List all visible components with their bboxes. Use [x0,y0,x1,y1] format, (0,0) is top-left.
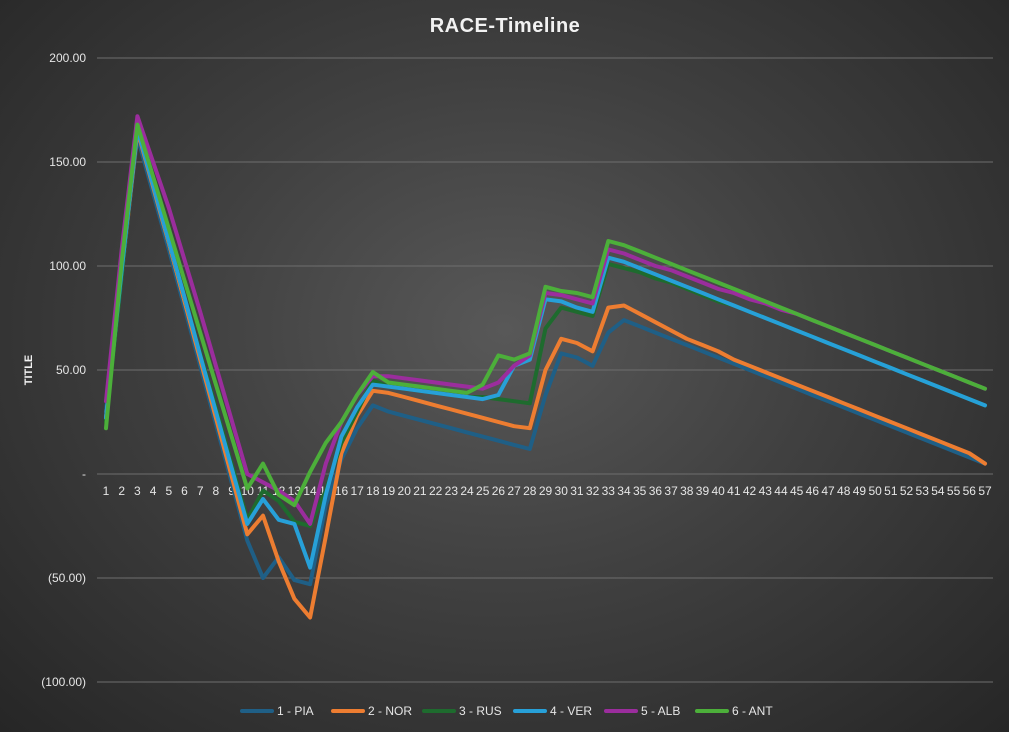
x-tick-label: 56 [963,484,977,498]
x-tick-label: 2 [118,484,125,498]
x-tick-label: 26 [492,484,506,498]
series-line-3 [104,122,987,528]
x-tick-label: 17 [350,484,364,498]
x-tick-label: 51 [884,484,898,498]
y-axis-ticks: 200.00 150.00 100.00 50.00 - (50.00) (100.00) [41,51,86,689]
x-tick-label: 36 [649,484,663,498]
x-tick-label: 37 [664,484,678,498]
y-tick-label: (100.00) [41,675,86,689]
x-tick-label: 27 [507,484,521,498]
x-tick-label: 44 [774,484,788,498]
x-tick-label: 46 [806,484,820,498]
x-tick-label: 33 [602,484,616,498]
x-tick-label: 29 [539,484,553,498]
x-tick-label: 30 [555,484,569,498]
y-tick-label: 150.00 [49,155,86,169]
x-tick-label: 10 [241,484,255,498]
x-tick-label: 18 [366,484,380,498]
legend-label: 4 - VER [550,704,592,718]
legend-label: 5 - ALB [641,704,680,718]
series-line-6 [104,122,987,508]
x-tick-label: 1 [103,484,110,498]
x-tick-label: 50 [868,484,882,498]
x-tick-label: 20 [398,484,412,498]
x-tick-label: 35 [633,484,647,498]
y-tick-label: 100.00 [49,259,86,273]
x-tick-label: 57 [978,484,992,498]
series-line-2 [104,128,987,620]
x-tick-label: 22 [429,484,443,498]
x-tick-label: 24 [460,484,474,498]
x-tick-label: 8 [213,484,220,498]
x-tick-label: 3 [134,484,141,498]
x-tick-label: 39 [696,484,710,498]
x-tick-label: 48 [837,484,851,498]
x-tick-label: 53 [916,484,930,498]
x-tick-label: 9 [228,484,235,498]
x-tick-label: 38 [680,484,694,498]
legend-label: 2 - NOR [368,704,412,718]
y-tick-label: - [82,467,86,481]
x-tick-label: 7 [197,484,204,498]
x-tick-label: 25 [476,484,490,498]
y-tick-label: (50.00) [48,571,86,585]
legend-label: 6 - ANT [732,704,773,718]
x-tick-label: 55 [947,484,961,498]
y-axis-label: TITLE [23,355,35,386]
series-lines [104,114,987,620]
series-line-1 [104,135,987,587]
x-tick-label: 47 [821,484,835,498]
x-tick-label: 31 [570,484,584,498]
x-tick-label: 40 [711,484,725,498]
x-tick-label: 45 [790,484,804,498]
legend-label: 1 - PIA [277,704,314,718]
x-tick-label: 16 [335,484,349,498]
x-tick-label: 14 [303,484,317,498]
x-tick-label: 28 [523,484,537,498]
x-tick-label: 42 [743,484,757,498]
x-tick-label: 32 [586,484,600,498]
x-tick-label: 5 [165,484,172,498]
chart-title: RACE-Timeline [430,15,581,37]
x-tick-label: 23 [445,484,459,498]
x-tick-label: 41 [727,484,741,498]
x-tick-label: 21 [413,484,427,498]
x-tick-label: 43 [759,484,773,498]
y-tick-label: 200.00 [49,51,86,65]
y-tick-label: 50.00 [56,363,86,377]
legend-label: 3 - RUS [459,704,502,718]
x-tick-label: 34 [617,484,631,498]
x-tick-label: 19 [382,484,396,498]
x-tick-label: 49 [853,484,867,498]
x-tick-label: 54 [931,484,945,498]
x-tick-label: 6 [181,484,188,498]
legend: 1 - PIA 2 - NOR 3 - RUS 4 - VER 5 - ALB 6 - A… [240,704,773,718]
x-tick-label: 52 [900,484,914,498]
x-tick-label: 4 [150,484,157,498]
